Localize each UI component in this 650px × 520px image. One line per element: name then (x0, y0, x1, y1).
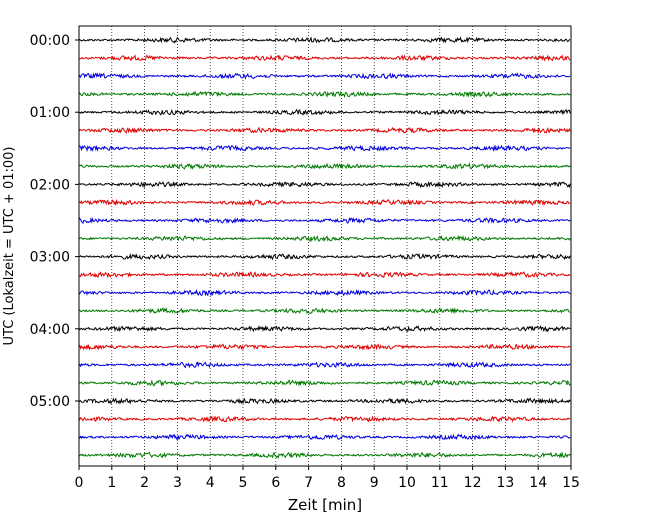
x-axis-label: Zeit [min] (288, 496, 362, 514)
seismogram-trace-0000 (78, 36, 571, 44)
seismogram-trace-0230 (78, 216, 571, 225)
x-tick-label: 7 (304, 475, 313, 491)
plot-frame (78, 25, 572, 467)
x-tick-label: 11 (431, 475, 449, 491)
x-tick-label: 1 (107, 475, 116, 491)
seismogram-trace-0015 (78, 54, 571, 62)
x-tick-label: 14 (529, 475, 547, 491)
seismogram-trace-0100 (78, 108, 571, 116)
vertical-grid (111, 26, 539, 466)
x-tick-label: 6 (271, 475, 280, 491)
x-tick-label: 4 (206, 475, 215, 491)
y-tick-label: 05:00 (30, 394, 70, 410)
seismogram-trace-0545 (78, 451, 571, 459)
seismogram-trace-0445 (78, 379, 571, 387)
y-axis-ticks: 00:00 01:00 02:00 03:00 04:00 05:00 (30, 33, 79, 410)
seismogram-trace-0130 (78, 144, 571, 153)
y-tick-label: 02:00 (30, 177, 70, 193)
seismogram-trace-0115 (78, 126, 571, 135)
seismogram-trace-0045 (78, 90, 571, 99)
seismogram-trace-0300 (78, 252, 571, 261)
seismogram-trace-0215 (78, 198, 571, 207)
x-tick-label: 13 (496, 475, 514, 491)
y-tick-label: 00:00 (30, 33, 70, 49)
seismogram-trace-0530 (78, 433, 571, 441)
x-tick-label: 9 (370, 475, 379, 491)
x-tick-label: 15 (562, 475, 580, 491)
seismogram-trace-0330 (78, 288, 571, 297)
x-tick-label: 0 (75, 475, 84, 491)
seismogram-trace-0515 (78, 415, 571, 423)
seismogram-traces (78, 36, 571, 459)
x-tick-label: 10 (398, 475, 416, 491)
seismogram-trace-0200 (78, 181, 571, 189)
seismogram-trace-0030 (78, 72, 571, 80)
seismogram-trace-0345 (78, 306, 571, 315)
y-tick-label: 04:00 (30, 322, 70, 338)
seismogram-trace-0245 (78, 234, 571, 242)
seismogram-trace-0400 (78, 325, 571, 333)
x-tick-label: 2 (140, 475, 149, 491)
y-tick-label: 01:00 (30, 105, 70, 121)
seismogram-trace-0415 (78, 343, 571, 351)
seismogram-trace-0315 (78, 270, 571, 279)
y-axis-label: UTC (Lokalzeit = UTC + 01:00) (2, 147, 17, 346)
x-tick-label: 8 (337, 475, 346, 491)
x-axis-ticks: 0 1 2 3 4 5 6 7 8 9 10 11 12 13 14 15 (75, 466, 580, 491)
x-tick-label: 3 (173, 475, 182, 491)
seismogram-trace-0500 (78, 397, 571, 405)
x-tick-label: 5 (239, 475, 248, 491)
y-tick-label: 03:00 (30, 250, 70, 266)
seismogram-trace-0145 (78, 162, 571, 170)
x-tick-label: 12 (464, 475, 482, 491)
seismogram-trace-0430 (78, 361, 571, 369)
